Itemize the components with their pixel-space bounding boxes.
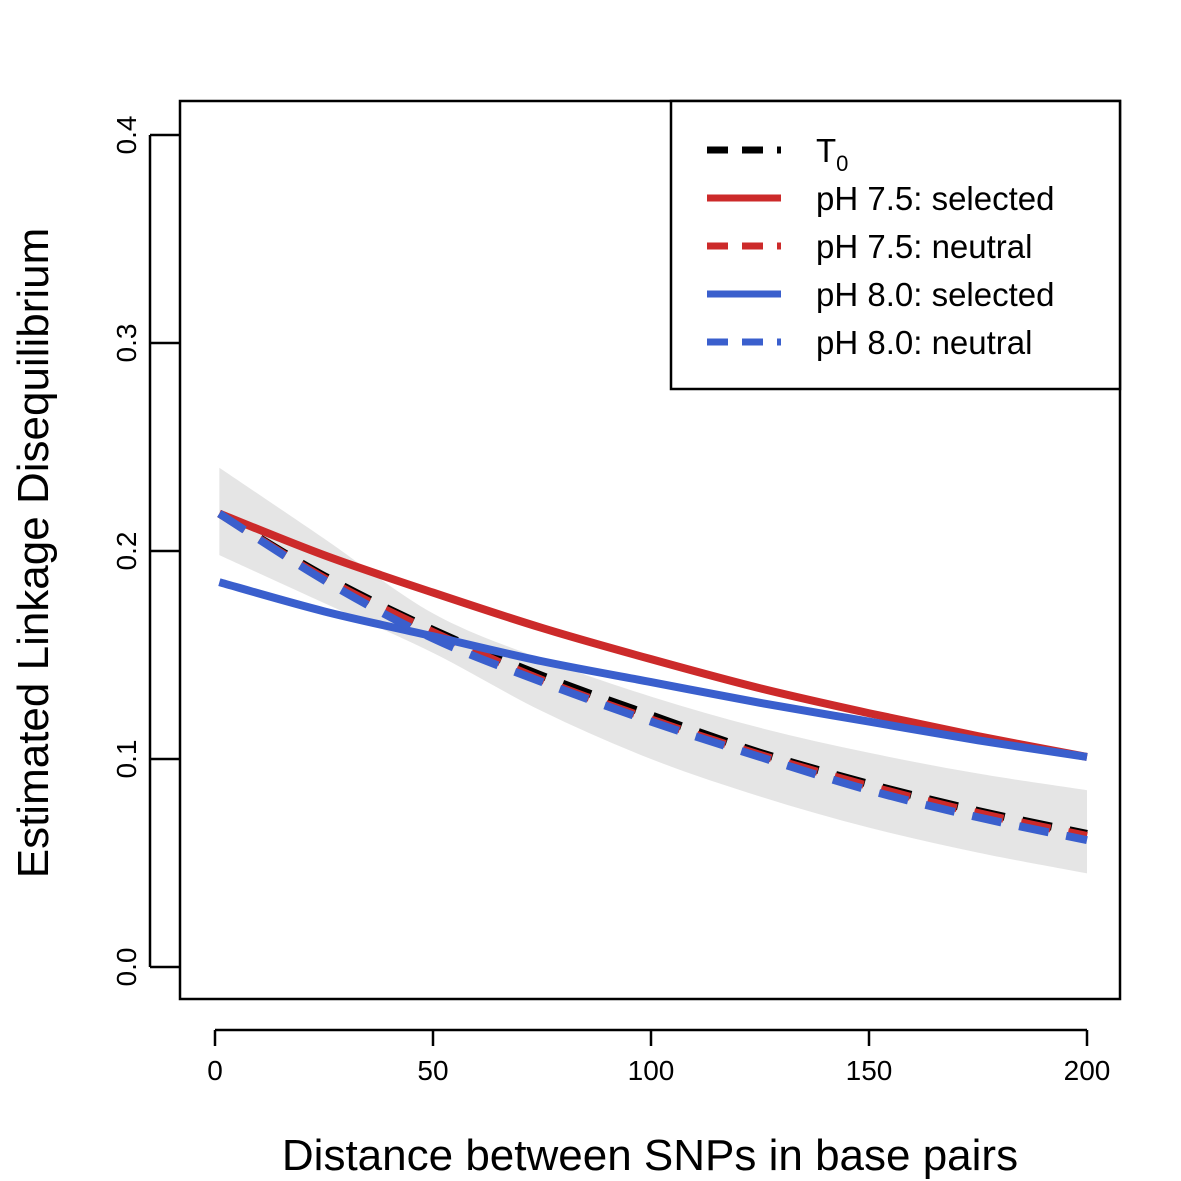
series-line-1 bbox=[217, 509, 1088, 761]
series-line-3 bbox=[218, 578, 1088, 761]
x-tick-label: 0 bbox=[207, 1055, 223, 1086]
confidence-band-layer bbox=[219, 467, 1088, 874]
x-tick-label: 150 bbox=[846, 1055, 893, 1086]
x-axis-title: Distance between SNPs in base pairs bbox=[282, 1131, 1018, 1180]
y-tick-label: 0.4 bbox=[111, 116, 142, 155]
y-tick-label: 0.2 bbox=[111, 532, 142, 571]
y-tick-label: 0.1 bbox=[111, 740, 142, 779]
x-tick-label: 200 bbox=[1064, 1055, 1111, 1086]
confidence-band bbox=[219, 467, 1088, 874]
y-axis: 0.0 0.1 0.2 0.3 0.4 bbox=[111, 116, 180, 987]
x-axis: 0 50 100 150 200 bbox=[207, 1028, 1111, 1086]
y-tick-label: 0.0 bbox=[111, 948, 142, 987]
series-layer bbox=[217, 509, 1088, 845]
y-axis-title: Estimated Linkage Disequilibrium bbox=[9, 228, 58, 879]
legend-label-2: pH 7.5: neutral bbox=[816, 228, 1032, 265]
legend-label-3: pH 8.0: selected bbox=[816, 276, 1054, 313]
x-tick-label: 50 bbox=[417, 1055, 448, 1086]
legend-label-4: pH 8.0: neutral bbox=[816, 324, 1032, 361]
series-line-4 bbox=[217, 510, 1088, 845]
legend-label-1: pH 7.5: selected bbox=[816, 180, 1054, 217]
y-tick-label: 0.3 bbox=[111, 324, 142, 363]
x-tick-label: 100 bbox=[628, 1055, 675, 1086]
